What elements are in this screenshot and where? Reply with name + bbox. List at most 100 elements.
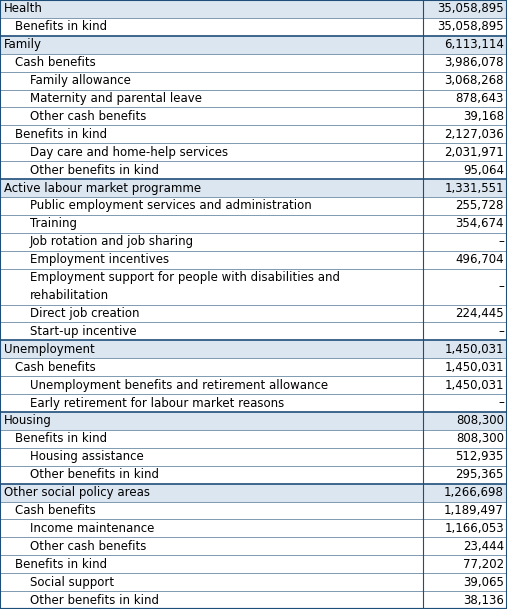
Text: 1,450,031: 1,450,031 <box>445 343 504 356</box>
Text: Cash benefits: Cash benefits <box>15 504 96 517</box>
Text: 3,986,078: 3,986,078 <box>445 56 504 69</box>
Bar <box>0 215 507 233</box>
Bar <box>0 448 507 466</box>
Text: Family allowance: Family allowance <box>30 74 131 87</box>
Bar <box>0 72 507 90</box>
Text: 1,331,551: 1,331,551 <box>445 181 504 194</box>
Bar <box>0 197 507 215</box>
Text: 2,127,036: 2,127,036 <box>444 128 504 141</box>
Bar <box>0 573 507 591</box>
Text: 1,189,497: 1,189,497 <box>444 504 504 517</box>
Bar <box>0 107 507 125</box>
Text: 6,113,114: 6,113,114 <box>444 38 504 51</box>
Bar <box>0 519 507 537</box>
Bar <box>0 591 507 609</box>
Bar <box>0 322 507 340</box>
Text: –: – <box>498 235 504 248</box>
Text: Public employment services and administration: Public employment services and administr… <box>30 200 312 213</box>
Text: Housing assistance: Housing assistance <box>30 450 144 463</box>
Text: Other benefits in kind: Other benefits in kind <box>30 468 159 481</box>
Bar <box>0 90 507 107</box>
Text: 1,266,698: 1,266,698 <box>444 486 504 499</box>
Text: Early retirement for labour market reasons: Early retirement for labour market reaso… <box>30 396 284 409</box>
Bar <box>0 537 507 555</box>
Text: Employment incentives: Employment incentives <box>30 253 169 266</box>
Text: Housing: Housing <box>4 415 52 428</box>
Bar <box>0 430 507 448</box>
Text: 295,365: 295,365 <box>456 468 504 481</box>
Text: 1,450,031: 1,450,031 <box>445 361 504 374</box>
Bar <box>0 394 507 412</box>
Text: Benefits in kind: Benefits in kind <box>15 432 107 445</box>
Bar <box>0 502 507 519</box>
Bar <box>0 36 507 54</box>
Bar <box>0 251 507 269</box>
Text: 39,065: 39,065 <box>463 576 504 589</box>
Text: 224,445: 224,445 <box>455 307 504 320</box>
Text: 35,058,895: 35,058,895 <box>438 2 504 15</box>
Text: –: – <box>498 396 504 409</box>
Bar <box>0 161 507 179</box>
Text: –: – <box>498 280 504 293</box>
Text: 512,935: 512,935 <box>456 450 504 463</box>
Text: Employment support for people with disabilities and: Employment support for people with disab… <box>30 271 340 284</box>
Text: Cash benefits: Cash benefits <box>15 361 96 374</box>
Text: 496,704: 496,704 <box>455 253 504 266</box>
Text: 2,031,971: 2,031,971 <box>444 146 504 159</box>
Text: Social support: Social support <box>30 576 114 589</box>
Text: 878,643: 878,643 <box>456 92 504 105</box>
Bar <box>0 179 507 197</box>
Text: Maternity and parental leave: Maternity and parental leave <box>30 92 202 105</box>
Text: Job rotation and job sharing: Job rotation and job sharing <box>30 235 194 248</box>
Text: 38,136: 38,136 <box>463 594 504 607</box>
Bar <box>0 555 507 573</box>
Bar <box>0 233 507 251</box>
Text: 1,450,031: 1,450,031 <box>445 379 504 392</box>
Text: Other cash benefits: Other cash benefits <box>30 110 147 123</box>
Text: Active labour market programme: Active labour market programme <box>4 181 201 194</box>
Bar <box>0 484 507 502</box>
Text: –: – <box>498 325 504 338</box>
Text: Training: Training <box>30 217 77 230</box>
Text: 23,444: 23,444 <box>463 540 504 553</box>
Bar <box>0 269 507 304</box>
Text: 3,068,268: 3,068,268 <box>445 74 504 87</box>
Text: Cash benefits: Cash benefits <box>15 56 96 69</box>
Text: rehabilitation: rehabilitation <box>30 289 109 302</box>
Text: Direct job creation: Direct job creation <box>30 307 139 320</box>
Bar <box>0 54 507 72</box>
Text: Other benefits in kind: Other benefits in kind <box>30 594 159 607</box>
Text: 808,300: 808,300 <box>456 415 504 428</box>
Text: 808,300: 808,300 <box>456 432 504 445</box>
Bar <box>0 304 507 322</box>
Bar <box>0 340 507 358</box>
Text: 95,064: 95,064 <box>463 164 504 177</box>
Text: Start-up incentive: Start-up incentive <box>30 325 136 338</box>
Text: Income maintenance: Income maintenance <box>30 522 154 535</box>
Text: 255,728: 255,728 <box>456 200 504 213</box>
Text: Other benefits in kind: Other benefits in kind <box>30 164 159 177</box>
Text: 35,058,895: 35,058,895 <box>438 20 504 33</box>
Bar <box>0 412 507 430</box>
Text: Family: Family <box>4 38 42 51</box>
Text: 354,674: 354,674 <box>455 217 504 230</box>
Bar <box>0 376 507 394</box>
Bar <box>0 466 507 484</box>
Bar <box>0 143 507 161</box>
Bar <box>0 18 507 36</box>
Text: Day care and home-help services: Day care and home-help services <box>30 146 228 159</box>
Text: Unemployment: Unemployment <box>4 343 95 356</box>
Text: Health: Health <box>4 2 43 15</box>
Text: 77,202: 77,202 <box>463 558 504 571</box>
Text: Unemployment benefits and retirement allowance: Unemployment benefits and retirement all… <box>30 379 328 392</box>
Text: Benefits in kind: Benefits in kind <box>15 558 107 571</box>
Text: 1,166,053: 1,166,053 <box>444 522 504 535</box>
Bar <box>0 0 507 18</box>
Bar <box>0 358 507 376</box>
Text: Benefits in kind: Benefits in kind <box>15 128 107 141</box>
Text: Benefits in kind: Benefits in kind <box>15 20 107 33</box>
Text: Other social policy areas: Other social policy areas <box>4 486 150 499</box>
Bar <box>0 125 507 143</box>
Text: 39,168: 39,168 <box>463 110 504 123</box>
Text: Other cash benefits: Other cash benefits <box>30 540 147 553</box>
